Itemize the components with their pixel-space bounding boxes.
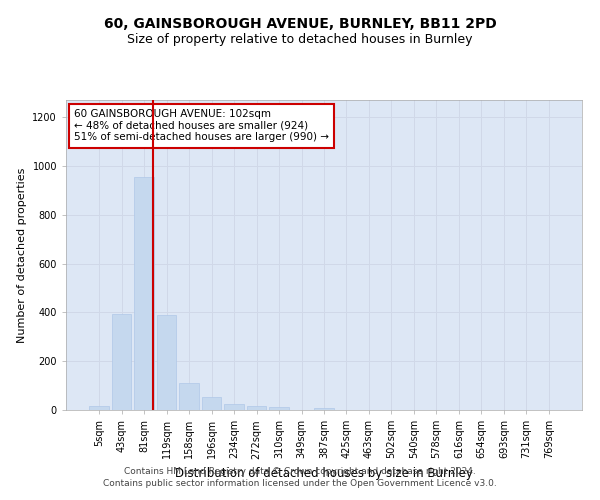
Bar — [134, 177, 154, 410]
X-axis label: Distribution of detached houses by size in Burnley: Distribution of detached houses by size … — [175, 467, 473, 480]
Text: 60, GAINSBOROUGH AVENUE, BURNLEY, BB11 2PD: 60, GAINSBOROUGH AVENUE, BURNLEY, BB11 2… — [104, 18, 496, 32]
Bar — [179, 383, 199, 410]
Bar — [314, 408, 334, 410]
Text: Contains HM Land Registry data © Crown copyright and database right 2024.
Contai: Contains HM Land Registry data © Crown c… — [103, 466, 497, 487]
Bar — [224, 404, 244, 410]
Bar — [269, 407, 289, 410]
Bar — [247, 406, 266, 410]
Bar — [89, 406, 109, 410]
Bar — [112, 314, 131, 410]
Bar — [202, 398, 221, 410]
Y-axis label: Number of detached properties: Number of detached properties — [17, 168, 27, 342]
Text: Size of property relative to detached houses in Burnley: Size of property relative to detached ho… — [127, 32, 473, 46]
Text: 60 GAINSBOROUGH AVENUE: 102sqm
← 48% of detached houses are smaller (924)
51% of: 60 GAINSBOROUGH AVENUE: 102sqm ← 48% of … — [74, 110, 329, 142]
Bar — [157, 315, 176, 410]
